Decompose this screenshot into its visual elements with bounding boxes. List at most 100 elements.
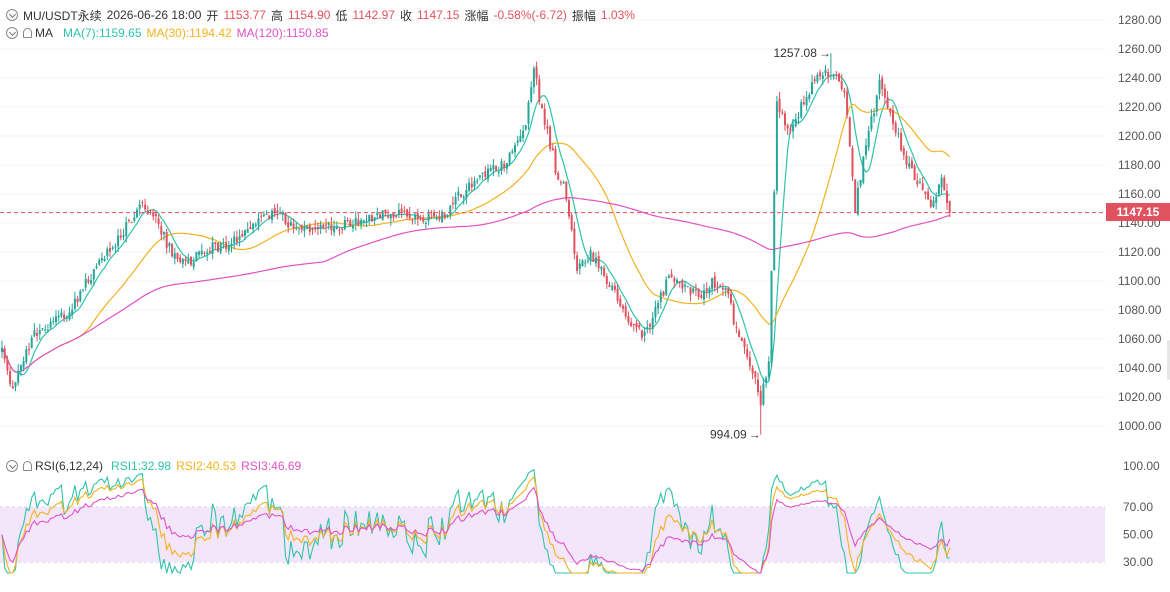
candle-body	[76, 298, 79, 303]
chevron-circle-icon[interactable]	[6, 460, 18, 472]
candle-body	[562, 181, 565, 184]
chevron-circle-icon[interactable]	[6, 27, 18, 39]
price-tick-label: 1280.00	[1118, 13, 1162, 27]
candle-body	[103, 258, 106, 262]
candle-body	[657, 302, 660, 309]
candle-body	[157, 218, 160, 224]
price-tick-label: 1020.00	[1118, 390, 1162, 404]
candle-body	[649, 324, 651, 327]
candle-body	[14, 382, 17, 387]
candle-body	[411, 220, 414, 222]
chevron-circle-icon[interactable]	[6, 9, 18, 21]
candle-body	[840, 81, 843, 90]
candle-body	[260, 215, 263, 217]
candle-body	[508, 152, 511, 164]
open-value: 1153.77	[223, 8, 266, 22]
candle-body	[422, 217, 425, 222]
candle-body	[530, 87, 533, 102]
candle-body	[181, 259, 184, 264]
candle-body	[438, 216, 441, 220]
candle-body	[808, 94, 811, 100]
candle-body	[22, 361, 25, 368]
candle-body	[892, 109, 894, 124]
candle-body	[82, 289, 84, 291]
bell-icon[interactable]	[23, 461, 32, 471]
candle-body	[389, 214, 392, 219]
candle-body	[711, 277, 714, 289]
candle-body	[775, 101, 778, 191]
candle-body	[543, 108, 546, 126]
candle-body	[886, 97, 889, 109]
candle-body	[762, 383, 765, 405]
candle-body	[381, 210, 384, 221]
candle-body	[751, 367, 754, 374]
price-tick-label: 1180.00	[1118, 158, 1161, 172]
candle-body	[433, 212, 435, 217]
amplitude-value: 1.03%	[600, 8, 635, 22]
candle-body	[289, 221, 292, 226]
candle-body	[595, 257, 597, 264]
bell-icon[interactable]	[23, 28, 32, 38]
price-tick-label: 1200.00	[1118, 129, 1162, 143]
candle-body	[276, 210, 279, 213]
candle-body	[487, 168, 489, 180]
candle-body	[713, 276, 716, 288]
candle-body	[516, 140, 519, 143]
candle-body	[856, 187, 859, 215]
candle-body	[670, 274, 673, 278]
candle-body	[630, 322, 633, 327]
datetime-label: 2026-06-26 18:00	[106, 8, 202, 22]
candle-body	[360, 220, 363, 226]
rsi-tick-label: 30.00	[1123, 555, 1153, 569]
candle-body	[557, 172, 560, 180]
candle-body	[343, 219, 346, 230]
high-annotation-arrow: →	[819, 46, 831, 60]
candle-body	[748, 357, 751, 367]
candle-body	[281, 213, 284, 215]
candle-body	[646, 326, 649, 330]
candle-body	[368, 214, 371, 221]
candle-body	[392, 213, 395, 218]
candle-body	[365, 221, 368, 223]
candle-body	[349, 220, 352, 227]
candle-body	[597, 255, 600, 269]
candle-body	[719, 285, 722, 287]
candle-body	[152, 212, 155, 217]
candle-body	[316, 226, 319, 230]
low-annotation: 994.09	[710, 428, 747, 442]
candle-body	[211, 242, 214, 254]
open-label: 开	[206, 8, 219, 23]
candle-body	[832, 76, 835, 78]
candle-body	[314, 227, 317, 229]
candle-body	[524, 125, 527, 130]
candle-body	[870, 116, 873, 130]
candle-body	[532, 68, 535, 88]
candle-body	[38, 329, 41, 334]
candle-body	[913, 165, 916, 181]
candle-body	[905, 155, 908, 165]
candle-body	[600, 266, 603, 270]
candle-body	[214, 242, 217, 245]
price-tick-label: 1160.00	[1118, 187, 1161, 201]
candle-body	[489, 168, 492, 171]
candle-body	[875, 95, 878, 112]
high-label: 高	[270, 8, 283, 23]
candle-body	[298, 227, 300, 229]
candle-body	[592, 252, 595, 262]
candle-body	[9, 370, 12, 385]
candle-body	[435, 218, 438, 220]
candle-body	[400, 208, 403, 212]
candle-body	[881, 78, 884, 90]
candle-body	[686, 286, 689, 288]
candle-body	[114, 246, 117, 248]
candle-body	[576, 255, 579, 271]
low-value: 1142.97	[352, 8, 395, 22]
candle-body	[119, 235, 122, 238]
scroll-handle[interactable]	[1167, 340, 1170, 380]
candle-body	[187, 259, 190, 264]
candle-body	[403, 210, 406, 212]
candle-body	[811, 81, 813, 95]
candle-body	[90, 280, 93, 284]
candle-body	[694, 289, 697, 291]
